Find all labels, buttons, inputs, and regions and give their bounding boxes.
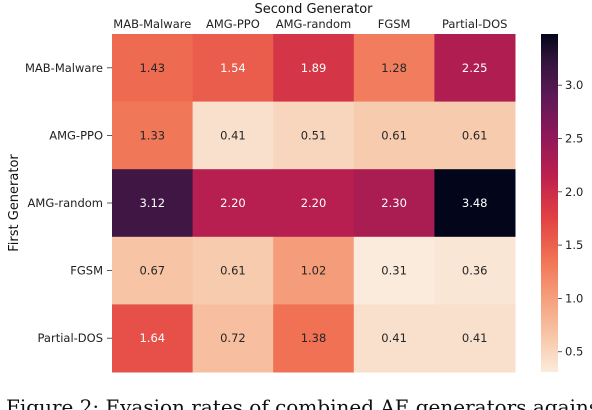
cell-value-label: 1.38 [301, 331, 327, 345]
cell-value-label: 1.54 [220, 61, 246, 75]
cell-value-label: 3.12 [139, 196, 165, 210]
heatmap-cell [434, 236, 516, 305]
heatmap-cell [192, 34, 274, 103]
cell-value-label: 1.89 [301, 61, 327, 75]
cell-value-label: 2.20 [301, 196, 327, 210]
figure-caption: Figure 2: Evasion rates of combined AE g… [6, 395, 592, 410]
y-axis-title: First Generator [7, 154, 22, 252]
colorbar-tick-label: 2.5 [565, 131, 583, 145]
cell-value-label: 0.51 [301, 128, 327, 142]
cell-value-label: 0.61 [462, 128, 488, 142]
cell-value-label: 0.72 [220, 331, 246, 345]
heatmap-cell [273, 304, 355, 373]
heatmap-cells: 1.43 1.54 1.89 1.28 2.25 1.33 0.41 0.51 0.61 0.61… [112, 34, 516, 373]
colorbar [541, 34, 558, 372]
heatmap-cell [353, 34, 435, 103]
heatmap-cell [434, 304, 516, 373]
y-tick-labels: MAB-Malware AMG-PPO AMG-random FGSM Partial-… [25, 61, 112, 345]
cell-value-label: 0.67 [139, 264, 165, 278]
cell-value-label: 1.64 [139, 331, 165, 345]
colorbar-tick-label: 0.5 [565, 345, 583, 359]
cell-value-label: 0.61 [220, 264, 246, 278]
heatmap-cell [434, 169, 516, 238]
heatmap-cell [112, 169, 194, 238]
y-tick-label: FGSM [70, 264, 103, 278]
heatmap-cell [112, 236, 194, 305]
x-tick-label: AMG-PPO [206, 17, 260, 31]
x-tick-labels: MAB-Malware AMG-PPO AMG-random FGSM Partial-… [113, 17, 507, 31]
colorbar-ticks: 0.5 1.0 1.5 2.0 2.5 3.0 [558, 78, 583, 359]
x-tick-label: MAB-Malware [113, 17, 191, 31]
cell-value-label: 0.41 [220, 128, 246, 142]
y-tick-label: AMG-random [28, 196, 103, 210]
cell-value-label: 1.43 [139, 61, 165, 75]
cell-value-label: 2.25 [462, 61, 488, 75]
cell-value-label: 1.28 [381, 61, 407, 75]
y-tick-label: MAB-Malware [25, 61, 103, 75]
heatmap-cell [112, 101, 194, 170]
heatmap-cell [112, 304, 194, 373]
heatmap-cell [273, 34, 355, 103]
cell-value-label: 1.02 [301, 264, 327, 278]
cell-value-label: 2.30 [381, 196, 407, 210]
heatmap-cell [353, 304, 435, 373]
heatmap-cell [434, 34, 516, 103]
x-tick-label: AMG-random [276, 17, 351, 31]
heatmap-cell [273, 101, 355, 170]
colorbar-tick-label: 1.0 [565, 291, 583, 305]
heatmap-cell [353, 169, 435, 238]
heatmap-cell [192, 101, 274, 170]
x-tick-label: FGSM [378, 17, 411, 31]
colorbar-tick-label: 2.0 [565, 185, 583, 199]
cell-value-label: 0.41 [381, 331, 407, 345]
x-axis-title: Second Generator [255, 2, 374, 17]
cell-value-label: 0.61 [381, 128, 407, 142]
heatmap-cell [273, 169, 355, 238]
cell-value-label: 0.41 [462, 331, 488, 345]
heatmap-cell [192, 236, 274, 305]
cell-value-label: 0.31 [381, 264, 407, 278]
cell-value-label: 1.33 [139, 128, 165, 142]
heatmap-cell [273, 236, 355, 305]
colorbar-tick-label: 3.0 [565, 78, 583, 92]
y-tick-label: Partial-DOS [38, 331, 104, 345]
cell-value-label: 2.20 [220, 196, 246, 210]
colorbar-tick-label: 1.5 [565, 238, 583, 252]
heatmap-cell [192, 169, 274, 238]
heatmap-cell [112, 34, 194, 103]
y-tick-label: AMG-PPO [49, 128, 103, 142]
heatmap-cell [192, 304, 274, 373]
heatmap-cell [353, 236, 435, 305]
heatmap-cell [434, 101, 516, 170]
cell-value-label: 0.36 [462, 264, 488, 278]
cell-value-label: 3.48 [462, 196, 488, 210]
heatmap-cell [353, 101, 435, 170]
x-tick-label: Partial-DOS [442, 17, 508, 31]
